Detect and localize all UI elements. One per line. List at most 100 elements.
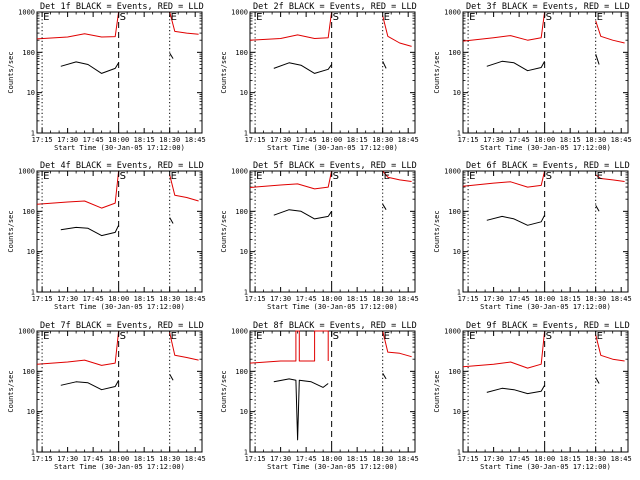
y-tick-label: 100	[448, 368, 461, 376]
events-series-segment-1	[486, 214, 546, 226]
x-tick-label: 18:45	[398, 136, 419, 144]
y-tick-label: 1	[244, 130, 248, 138]
y-tick-label: 100	[22, 208, 35, 216]
marker-label: E	[384, 12, 390, 23]
y-tick-label: 1000	[444, 9, 461, 17]
x-tick-label: 18:00	[321, 136, 342, 144]
y-tick-label: 100	[235, 49, 248, 57]
x-tick-label: 17:30	[57, 136, 78, 144]
lld-series-segment-1	[36, 170, 120, 209]
x-tick-label: 17:45	[83, 136, 104, 144]
plot-frame	[36, 170, 203, 293]
x-axis-label: Start Time (30-Jan-05 17:12:00)	[480, 144, 611, 152]
x-tick-label: 17:45	[296, 136, 317, 144]
events-series-segment-1	[486, 60, 546, 72]
panel-det-4: Det 4f BLACK = Events, RED = LLD 1 10 100 10…	[7, 161, 206, 311]
panel-det-1: Det 1f BLACK = Events, RED = LLD 1 10 100 10…	[7, 2, 206, 152]
panel-title: Det 7f BLACK = Events, RED = LLD	[40, 321, 204, 331]
y-tick-label: 10	[27, 248, 35, 256]
x-tick-label: 18:30	[159, 136, 180, 144]
y-tick-label: 1000	[18, 9, 35, 17]
plot-frame	[249, 330, 416, 453]
panel-title: Det 5f BLACK = Events, RED = LLD	[253, 161, 417, 171]
x-axis-label: Start Time (30-Jan-05 17:12:00)	[267, 463, 398, 471]
y-tick-label: 1	[244, 289, 248, 297]
lld-series-segment-2	[595, 20, 625, 44]
x-tick-label: 18:15	[134, 455, 155, 463]
y-tick-label: 1000	[18, 168, 35, 176]
events-series-segment-2	[382, 372, 387, 380]
marker-label: E	[597, 12, 603, 23]
marker-label: S	[546, 331, 552, 342]
x-tick-label: 17:30	[57, 295, 78, 303]
y-tick-label: 10	[27, 89, 35, 97]
marker-label: S	[546, 171, 552, 182]
y-axis-label: Counts/sec	[220, 370, 228, 412]
x-tick-label: 18:45	[185, 455, 206, 463]
x-tick-label: 17:15	[32, 295, 53, 303]
y-axis-label: Counts/sec	[433, 370, 441, 412]
y-tick-label: 10	[240, 408, 248, 416]
plot-frame	[249, 170, 416, 293]
marker-label: E	[597, 331, 603, 342]
x-tick-label: 18:00	[534, 455, 555, 463]
y-axis-label: Counts/sec	[7, 370, 15, 412]
x-tick-label: 18:15	[560, 136, 581, 144]
x-axis-label: Start Time (30-Jan-05 17:12:00)	[267, 303, 398, 311]
panel-title: Det 1f BLACK = Events, RED = LLD	[40, 2, 204, 12]
marker-label: S	[120, 12, 126, 23]
lld-series-segment-2	[382, 330, 412, 358]
x-tick-label: 18:15	[560, 295, 581, 303]
y-axis-label: Counts/sec	[7, 51, 15, 93]
lld-series-segment-1	[462, 11, 546, 42]
panel-det-8: Det 8f BLACK = Events, RED = LLD 1 10 100 10…	[220, 321, 419, 471]
events-series-segment-1	[60, 225, 120, 237]
panel-title: Det 3f BLACK = Events, RED = LLD	[466, 2, 630, 12]
y-tick-label: 1000	[231, 168, 248, 176]
events-series-segment-1	[486, 385, 546, 395]
x-tick-label: 18:15	[134, 136, 155, 144]
marker-label: E	[597, 171, 603, 182]
x-tick-label: 17:45	[509, 295, 530, 303]
x-tick-label: 18:30	[585, 295, 606, 303]
marker-label: E	[384, 171, 390, 182]
x-tick-label: 17:45	[296, 455, 317, 463]
marker-label: S	[333, 171, 339, 182]
y-tick-label: 1	[457, 130, 461, 138]
y-tick-label: 10	[240, 89, 248, 97]
x-tick-label: 17:30	[270, 455, 291, 463]
y-tick-label: 100	[22, 49, 35, 57]
x-tick-label: 17:15	[458, 136, 479, 144]
marker-label: E	[171, 171, 177, 182]
x-tick-label: 18:15	[347, 455, 368, 463]
panel-title: Det 2f BLACK = Events, RED = LLD	[253, 2, 417, 12]
x-tick-label: 18:45	[185, 295, 206, 303]
marker-label: S	[546, 12, 552, 23]
x-tick-label: 18:00	[534, 295, 555, 303]
plot-frame	[36, 330, 203, 453]
events-series-segment-1	[60, 380, 120, 391]
x-tick-label: 18:45	[398, 295, 419, 303]
events-series-segment-1	[273, 209, 333, 220]
y-tick-label: 100	[235, 208, 248, 216]
lld-series-segment-1	[36, 330, 120, 366]
y-tick-label: 1	[457, 289, 461, 297]
x-tick-label: 17:15	[458, 295, 479, 303]
x-tick-label: 17:30	[483, 295, 504, 303]
x-tick-label: 18:15	[347, 136, 368, 144]
y-tick-label: 100	[448, 49, 461, 57]
marker-label: S	[120, 171, 126, 182]
panel-title: Det 8f BLACK = Events, RED = LLD	[253, 321, 417, 331]
x-tick-label: 18:45	[611, 455, 632, 463]
y-tick-label: 100	[448, 208, 461, 216]
marker-label: E	[43, 331, 49, 342]
x-tick-label: 18:15	[347, 295, 368, 303]
plot-frame	[462, 330, 629, 453]
marker-label: E	[469, 12, 475, 23]
plot-frame	[462, 11, 629, 134]
panel-det-5: Det 5f BLACK = Events, RED = LLD 1 10 100 10…	[220, 161, 419, 311]
events-series-segment-2	[595, 377, 600, 384]
y-axis-label: Counts/sec	[433, 210, 441, 252]
marker-label: E	[469, 331, 475, 342]
